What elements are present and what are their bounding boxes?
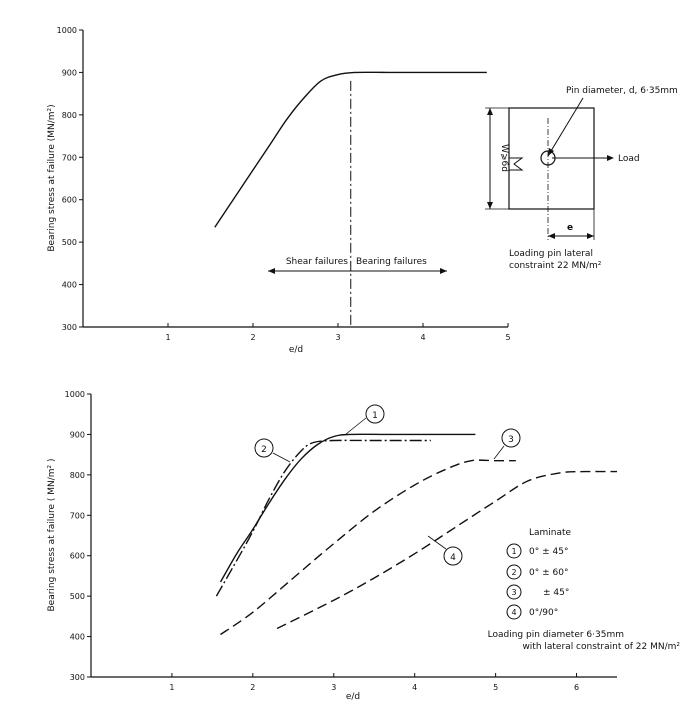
bottom-x-tick-label: 2 bbox=[250, 683, 255, 692]
specimen-inset: Pin diameter, d, 6·35mm Load W⩾6d e Load… bbox=[485, 86, 678, 271]
bottom-chart: 300 400 500 600 700 800 900 1000 1 2 3 4 5 6 e/d Bea… bbox=[47, 390, 680, 702]
curve-marker-2: 2 bbox=[254, 438, 291, 463]
top-x-axis-label: e/d bbox=[289, 345, 303, 355]
top-y-ticks: 300 400 500 600 700 800 900 1000 bbox=[57, 26, 83, 332]
pin-diameter-label: Pin diameter, d, 6·35mm bbox=[566, 86, 678, 96]
e-label: e bbox=[567, 223, 573, 233]
width-label: W⩾6d bbox=[499, 144, 509, 172]
top-x-ticks: 1 2 3 4 5 bbox=[165, 323, 511, 342]
bottom-y-tick-label: 900 bbox=[70, 430, 85, 439]
bearing-failures-label: Bearing failures bbox=[356, 257, 427, 267]
svg-text:0° ± 45°: 0° ± 45° bbox=[529, 547, 568, 557]
load-label: Load bbox=[618, 154, 640, 164]
e-arrowhead-left-icon bbox=[548, 233, 555, 239]
svg-text:4: 4 bbox=[511, 608, 516, 617]
svg-text:1: 1 bbox=[511, 547, 516, 556]
bottom-y-axis-label: Bearing stress at failure ( MN/m² ) bbox=[47, 458, 57, 611]
top-x-tick-label: 5 bbox=[505, 333, 510, 342]
top-y-tick-label: 300 bbox=[62, 323, 77, 332]
legend-title: Laminate bbox=[529, 528, 572, 538]
bottom-y-tick-label: 300 bbox=[70, 673, 85, 682]
notch-icon bbox=[509, 157, 524, 171]
series-line-1 bbox=[219, 433, 476, 583]
curve-marker-4: 4 bbox=[427, 535, 463, 566]
top-y-tick-label: 600 bbox=[62, 196, 77, 205]
bottom-x-tick-label: 1 bbox=[169, 683, 174, 692]
width-arrowhead-top-icon bbox=[487, 108, 493, 115]
shear-arrowhead-icon bbox=[268, 268, 275, 274]
svg-text:3: 3 bbox=[508, 435, 514, 445]
top-y-tick-label: 800 bbox=[62, 111, 77, 120]
bottom-y-ticks: 300 400 500 600 700 800 900 1000 bbox=[65, 390, 91, 682]
constraint-note-line-2: constraint 22 MN/m² bbox=[509, 261, 602, 271]
series-line-3 bbox=[220, 459, 516, 636]
svg-text:± 45°: ± 45° bbox=[543, 588, 569, 598]
top-x-tick-label: 2 bbox=[250, 333, 255, 342]
series-line-4 bbox=[276, 470, 618, 630]
bottom-x-tick-label: 3 bbox=[331, 683, 336, 692]
top-series-line bbox=[214, 71, 487, 228]
bottom-y-tick-label: 1000 bbox=[65, 390, 85, 399]
series-line-2 bbox=[215, 439, 431, 597]
svg-text:1: 1 bbox=[372, 411, 378, 421]
e-arrowhead-right-icon bbox=[587, 233, 594, 239]
top-y-tick-label: 500 bbox=[62, 238, 77, 247]
top-chart: 300 400 500 600 700 800 900 1000 1 2 3 4 5 e/d Bear… bbox=[47, 26, 678, 355]
svg-text:2: 2 bbox=[511, 568, 516, 577]
legend: Laminate 1 0° ± 45° 2 0° ± 60° 3 ± 45° 4… bbox=[506, 528, 572, 620]
bottom-x-tick-label: 5 bbox=[493, 683, 498, 692]
width-arrowhead-bottom-icon bbox=[487, 202, 493, 209]
bottom-note-line-1: Loading pin diameter 6·35mm bbox=[488, 630, 624, 640]
bottom-y-tick-label: 500 bbox=[70, 592, 85, 601]
bearing-arrowhead-icon bbox=[440, 268, 447, 274]
top-y-tick-label: 700 bbox=[62, 153, 77, 162]
svg-text:0°/90°: 0°/90° bbox=[529, 608, 558, 618]
svg-text:0° ± 60°: 0° ± 60° bbox=[529, 568, 568, 578]
bottom-note-line-2: with lateral constraint of 22 MN/m² bbox=[522, 642, 680, 652]
bottom-series-group bbox=[215, 433, 618, 636]
top-y-tick-label: 400 bbox=[62, 281, 77, 290]
bottom-x-tick-label: 6 bbox=[574, 683, 579, 692]
legend-item-3: 3 ± 45° bbox=[506, 584, 569, 600]
bottom-y-tick-label: 400 bbox=[70, 633, 85, 642]
bottom-y-tick-label: 600 bbox=[70, 552, 85, 561]
pin-leader-line bbox=[547, 97, 584, 157]
legend-item-2: 2 0° ± 60° bbox=[506, 564, 568, 580]
top-x-tick-label: 3 bbox=[335, 333, 340, 342]
top-y-axis-label: Bearing stress at failure (MN/m²) bbox=[47, 104, 57, 251]
constraint-note-line-1: Loading pin lateral bbox=[509, 249, 593, 259]
pin-leader-arrowhead-icon bbox=[548, 148, 554, 156]
bottom-x-tick-label: 4 bbox=[412, 683, 417, 692]
bottom-y-tick-label: 700 bbox=[70, 511, 85, 520]
curve-marker-1: 1 bbox=[345, 404, 385, 435]
svg-text:3: 3 bbox=[511, 588, 516, 597]
shear-failures-label: Shear failures bbox=[286, 257, 348, 267]
bottom-y-tick-label: 800 bbox=[70, 471, 85, 480]
svg-text:4: 4 bbox=[450, 553, 456, 563]
top-y-tick-label: 1000 bbox=[57, 26, 77, 35]
bottom-x-axis-label: e/d bbox=[346, 692, 360, 702]
svg-text:2: 2 bbox=[261, 445, 267, 455]
top-x-tick-label: 1 bbox=[165, 333, 170, 342]
top-x-tick-label: 4 bbox=[420, 333, 425, 342]
legend-item-1: 1 0° ± 45° bbox=[506, 543, 568, 559]
curve-marker-3: 3 bbox=[493, 428, 521, 460]
top-y-tick-label: 900 bbox=[62, 68, 77, 77]
legend-item-4: 4 0°/90° bbox=[506, 604, 558, 620]
load-arrowhead-icon bbox=[607, 155, 614, 161]
bottom-x-ticks: 1 2 3 4 5 6 bbox=[169, 673, 579, 692]
